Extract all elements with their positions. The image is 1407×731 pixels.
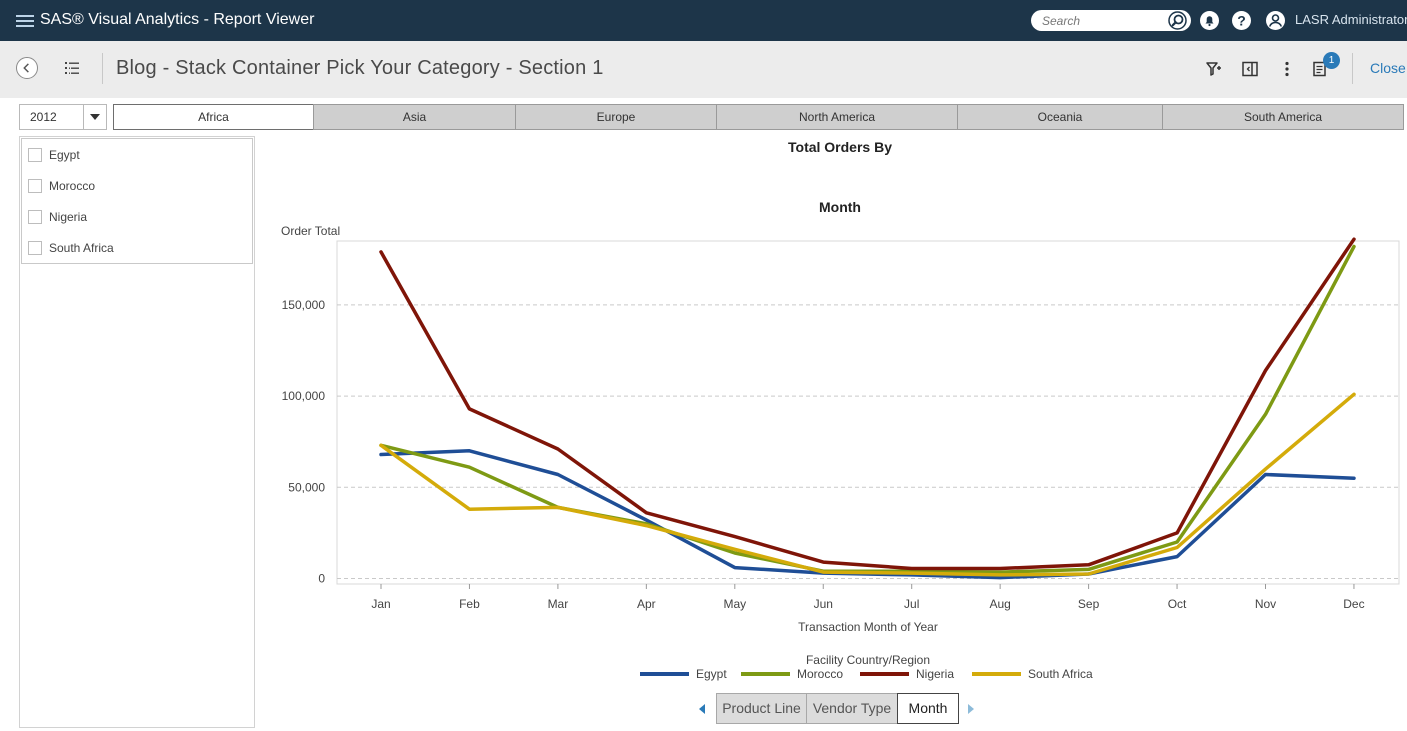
- region-button-south-america[interactable]: South America: [1162, 104, 1404, 130]
- hamburger-menu-icon[interactable]: [16, 12, 34, 28]
- search-input[interactable]: [1040, 12, 1164, 30]
- series-line-egypt[interactable]: [379, 449, 1356, 580]
- notifications-bell-icon[interactable]: [1199, 10, 1220, 31]
- app-title: SAS® Visual Analytics - Report Viewer: [40, 11, 315, 28]
- region-button-oceania[interactable]: Oceania: [957, 104, 1163, 130]
- svg-text:?: ?: [1237, 13, 1246, 29]
- x-axis-label: Transaction Month of Year: [798, 620, 938, 634]
- user-avatar-icon[interactable]: [1265, 10, 1286, 31]
- header-divider: [1352, 53, 1353, 84]
- x-axis-ticks: Jan Feb Mar Apr May Jun Jul Aug Sep Oct Nov Dec: [371, 584, 1365, 611]
- region-button-north-america[interactable]: North America: [716, 104, 958, 130]
- next-arrow-icon[interactable]: [968, 704, 974, 714]
- notes-document-icon[interactable]: [1311, 60, 1329, 78]
- x-tick-label: Sep: [1078, 597, 1100, 611]
- y-tick-label: 0: [318, 572, 325, 586]
- panel-toggle-icon[interactable]: [1241, 60, 1259, 78]
- legend-item-label: Morocco: [797, 667, 843, 681]
- year-dropdown-value: 2012: [30, 110, 57, 124]
- x-tick-label: Mar: [548, 597, 569, 611]
- dropdown-divider: [83, 105, 84, 129]
- report-title: Blog - Stack Container Pick Your Categor…: [116, 57, 604, 79]
- y-axis-label: Order Total: [281, 224, 340, 238]
- hierarchy-vendor-type-button[interactable]: Vendor Type: [806, 693, 898, 724]
- country-label: Nigeria: [49, 210, 88, 224]
- checkbox[interactable]: [28, 241, 42, 255]
- header-divider: [102, 53, 103, 84]
- x-tick-label: Apr: [637, 597, 656, 611]
- hierarchy-product-line-button[interactable]: Product Line: [716, 693, 807, 724]
- filter-funnel-icon[interactable]: [1205, 60, 1223, 78]
- legend-item-label: South Africa: [1028, 667, 1093, 681]
- plot-area: [336, 240, 1400, 585]
- x-tick-label: Oct: [1168, 597, 1187, 611]
- series-line-south-africa[interactable]: [379, 392, 1356, 577]
- app-header-bar: SAS® Visual Analytics - Report Viewer ? …: [0, 0, 1407, 42]
- x-tick-label: May: [723, 597, 746, 611]
- back-button[interactable]: [16, 57, 38, 79]
- y-tick-label: 100,000: [282, 389, 326, 403]
- hierarchy-month-button[interactable]: Month: [897, 693, 959, 724]
- x-tick-label: Jul: [904, 597, 919, 611]
- legend-title: Facility Country/Region: [806, 653, 930, 667]
- x-tick-label: Feb: [459, 597, 480, 611]
- chart-legend: Egypt Morocco Nigeria South Africa: [640, 667, 1093, 681]
- series-line-morocco[interactable]: [379, 244, 1356, 574]
- x-tick-label: Nov: [1255, 597, 1276, 611]
- x-tick-label: Jan: [371, 597, 390, 611]
- country-list-panel: [19, 136, 255, 728]
- region-button-europe[interactable]: Europe: [515, 104, 717, 130]
- search-box[interactable]: [1031, 10, 1191, 31]
- y-axis-ticks: 0 50,000 100,000 150,000: [282, 298, 326, 586]
- previous-arrow-icon[interactable]: [699, 704, 705, 714]
- notification-count-badge: 1: [1323, 52, 1340, 69]
- close-button[interactable]: Close: [1370, 60, 1406, 76]
- region-button-asia[interactable]: Asia: [313, 104, 516, 130]
- country-label: Egypt: [49, 148, 80, 162]
- user-name[interactable]: LASR Administrator: [1295, 12, 1407, 27]
- year-dropdown[interactable]: 2012: [19, 104, 107, 130]
- country-checkbox-list: Egypt Morocco Nigeria South Africa: [21, 138, 253, 264]
- table-of-contents-icon[interactable]: [62, 59, 82, 79]
- x-tick-label: Jun: [814, 597, 833, 611]
- series-lines[interactable]: [379, 237, 1356, 580]
- legend-item-label: Egypt: [696, 667, 727, 681]
- region-button-africa[interactable]: Africa: [113, 104, 314, 130]
- chart-title: Total Orders By: [788, 139, 892, 155]
- gridlines: [337, 304, 1399, 580]
- y-tick-label: 50,000: [288, 480, 325, 494]
- report-header: Blog - Stack Container Pick Your Categor…: [0, 41, 1407, 98]
- checkbox[interactable]: [28, 210, 42, 224]
- help-icon[interactable]: ?: [1231, 10, 1252, 31]
- chart-subtitle: Month: [819, 199, 861, 215]
- legend-item-label: Nigeria: [916, 667, 954, 681]
- x-tick-label: Dec: [1343, 597, 1364, 611]
- chevron-down-icon[interactable]: [90, 114, 100, 120]
- y-tick-label: 150,000: [282, 298, 326, 312]
- country-label: Morocco: [49, 179, 96, 193]
- checkbox[interactable]: [28, 179, 42, 193]
- more-options-icon[interactable]: [1278, 60, 1296, 78]
- checkbox[interactable]: [28, 148, 42, 162]
- country-label: South Africa: [49, 241, 114, 255]
- series-line-nigeria[interactable]: [379, 237, 1356, 571]
- search-icon[interactable]: [1168, 11, 1187, 30]
- x-tick-label: Aug: [989, 597, 1010, 611]
